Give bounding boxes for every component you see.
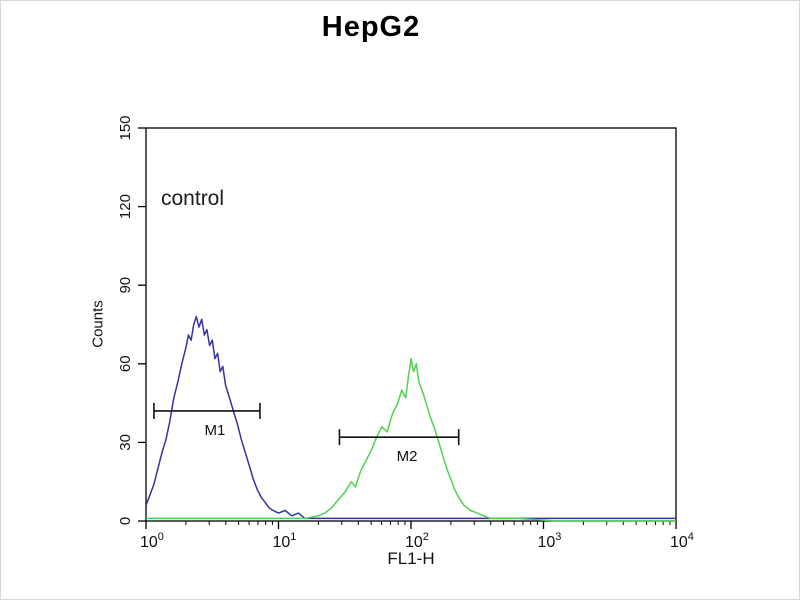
x-tick-label: 103: [538, 531, 562, 551]
marker-label-M1: M1: [205, 422, 226, 439]
curve-antibody-peak-green: [146, 357, 676, 522]
y-axis-label: Counts: [89, 300, 107, 348]
y-tick-label: 30: [117, 434, 134, 451]
x-tick-label: 101: [273, 531, 297, 551]
y-tick-label: 60: [117, 355, 134, 372]
x-tick-label: 100: [140, 531, 164, 551]
y-tick-label: 120: [117, 194, 134, 219]
annotation-control: control: [161, 187, 225, 210]
chart-title: HepG2: [321, 11, 421, 43]
y-tick-label: 90: [117, 277, 134, 294]
marker-label-M2: M2: [397, 448, 418, 465]
x-tick-label: 102: [405, 531, 429, 551]
y-tick-label: 0: [117, 517, 134, 525]
curve-control-peak-blue: [145, 315, 676, 520]
x-axis-label: FL1-H: [387, 549, 435, 568]
y-tick-label: 150: [117, 115, 134, 140]
x-tick-label: 104: [670, 531, 694, 551]
